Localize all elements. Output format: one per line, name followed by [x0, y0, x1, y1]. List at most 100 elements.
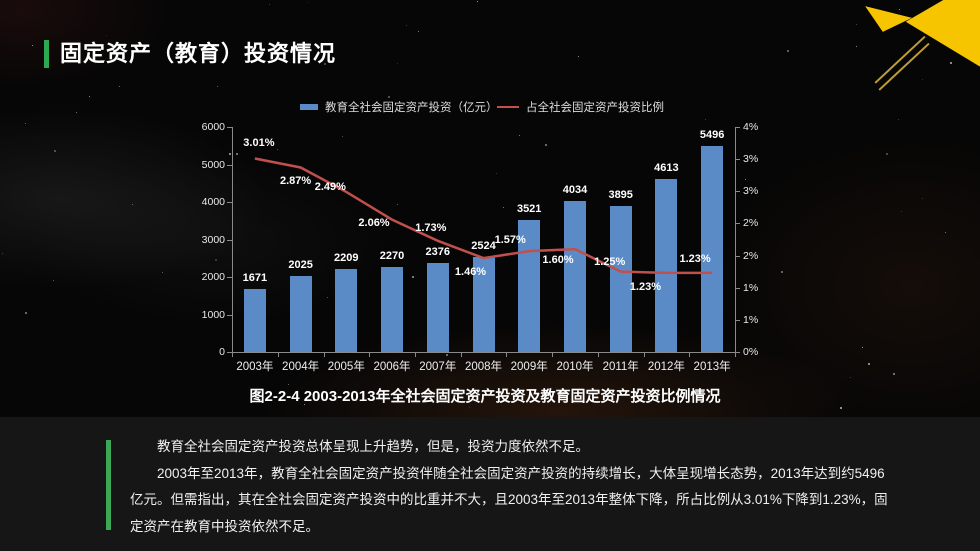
bar-2005年 — [335, 269, 358, 352]
corner-triangle-decoration — [905, 0, 980, 67]
line-point-label: 3.01% — [243, 136, 275, 149]
legend-item-bar-series: 教育全社会固定资产投资（亿元） — [300, 99, 498, 115]
x-axis-tick — [369, 352, 371, 357]
x-axis-line — [232, 352, 736, 353]
bar-value-label: 2025 — [288, 259, 313, 272]
legend-label: 教育全社会固定资产投资（亿元） — [325, 102, 498, 114]
star-dot — [477, 1, 478, 2]
star-dot — [277, 149, 278, 150]
title-accent-bar — [44, 40, 49, 68]
star-dot — [54, 150, 56, 152]
left-axis-tick — [227, 164, 232, 166]
star-dot — [545, 144, 547, 146]
star-dot — [898, 119, 899, 120]
chart-caption: 图2-2-4 2003-2013年全社会固定资产投资及教育固定资产投资比例情况 — [249, 388, 721, 405]
star-dot — [705, 119, 706, 120]
x-axis-tick — [232, 352, 233, 357]
right-axis-tick-label: 1% — [743, 281, 759, 294]
left-axis-tick — [227, 239, 232, 241]
line-point-label: 1.57% — [494, 234, 526, 247]
line-point-label: 1.23% — [629, 280, 661, 293]
star-dot — [342, 136, 343, 137]
line-point-label: 1.25% — [594, 255, 626, 268]
star-dot — [671, 366, 672, 367]
star-dot — [901, 211, 902, 212]
x-axis-tick-label: 2012年 — [647, 361, 685, 373]
right-axis-tick — [735, 352, 740, 353]
right-axis-tick — [735, 127, 740, 128]
star-dot — [950, 62, 952, 64]
right-axis-tick-label: 1% — [743, 313, 759, 326]
x-axis-tick — [735, 352, 736, 357]
right-axis-tick-label: 4% — [743, 121, 759, 133]
x-axis-tick-label: 2009年 — [510, 361, 548, 373]
left-axis-tick — [227, 202, 232, 203]
x-axis-tick-label: 2004年 — [282, 361, 320, 373]
star-dot — [519, 135, 520, 136]
star-dot — [106, 35, 107, 36]
bar-value-label: 4034 — [562, 183, 588, 196]
bar-value-label: 3895 — [608, 188, 633, 201]
x-axis-tick — [552, 352, 554, 357]
bottom-panel — [0, 417, 980, 551]
right-axis-tick — [735, 191, 740, 193]
left-axis-tick-label: 6000 — [201, 121, 225, 133]
star-dot — [886, 153, 888, 155]
left-axis-tick-label: 3000 — [201, 233, 225, 246]
star-dot — [503, 207, 504, 208]
star-dot — [229, 153, 231, 155]
star-dot — [781, 271, 783, 273]
star-dot — [446, 354, 448, 356]
left-axis-line — [232, 127, 233, 356]
line-point-label: 2.49% — [314, 180, 346, 193]
body-paragraph-1: 教育全社会固定资产投资总体呈现上升趋势，但是，投资力度依然不足。 — [157, 439, 589, 454]
right-axis-tick — [735, 319, 740, 321]
left-axis-tick-label: 1000 — [201, 308, 225, 321]
bar-value-label: 2376 — [425, 245, 451, 258]
ratio-line-series — [254, 157, 713, 275]
star-dot — [406, 25, 407, 26]
line-point-label: 1.60% — [542, 254, 574, 267]
star-dot — [856, 24, 857, 25]
right-axis-tick-label: 0% — [743, 346, 759, 358]
star-dot — [496, 173, 497, 174]
star-dot — [269, 4, 270, 5]
star-dot — [412, 276, 414, 278]
body-accent-bar — [106, 440, 111, 530]
star-dot — [25, 123, 26, 124]
star-dot — [893, 373, 895, 375]
bar-value-label: 1671 — [242, 272, 268, 285]
x-axis-tick — [323, 352, 325, 357]
x-axis-tick-label: 2008年 — [464, 361, 503, 373]
right-axis-tick-label: 2% — [743, 249, 759, 262]
x-axis-tick — [414, 352, 416, 357]
star-dot — [25, 312, 27, 314]
bar-value-label: 2524 — [471, 240, 496, 253]
bar-value-label: 2270 — [379, 249, 405, 262]
star-dot — [922, 198, 923, 199]
bar-2003年 — [243, 289, 266, 352]
star-dot — [236, 153, 238, 155]
star-dot — [494, 310, 495, 311]
line-point-label: 1.73% — [415, 221, 447, 234]
star-dot — [307, 2, 308, 3]
line-point-label: 2.87% — [279, 174, 312, 187]
star-dot — [856, 46, 857, 47]
x-axis-tick — [506, 352, 508, 357]
star-dot — [750, 287, 751, 288]
right-axis-tick-label: 3% — [743, 185, 759, 198]
star-dot — [32, 45, 33, 46]
x-axis-tick — [689, 352, 691, 357]
line-series-swatch — [497, 105, 519, 109]
x-axis-tick-label: 2003年 — [236, 361, 274, 373]
bar-2010年 — [564, 200, 586, 352]
star-dot — [578, 56, 579, 57]
star-dot — [162, 272, 163, 273]
left-axis-tick — [227, 352, 232, 353]
star-dot — [397, 204, 398, 205]
bar-2012年 — [655, 179, 678, 352]
legend-item-line-series: 占全社会固定资产投资比例 — [497, 99, 664, 115]
diagonal-line-decoration — [878, 42, 930, 91]
right-axis-tick — [735, 287, 740, 289]
